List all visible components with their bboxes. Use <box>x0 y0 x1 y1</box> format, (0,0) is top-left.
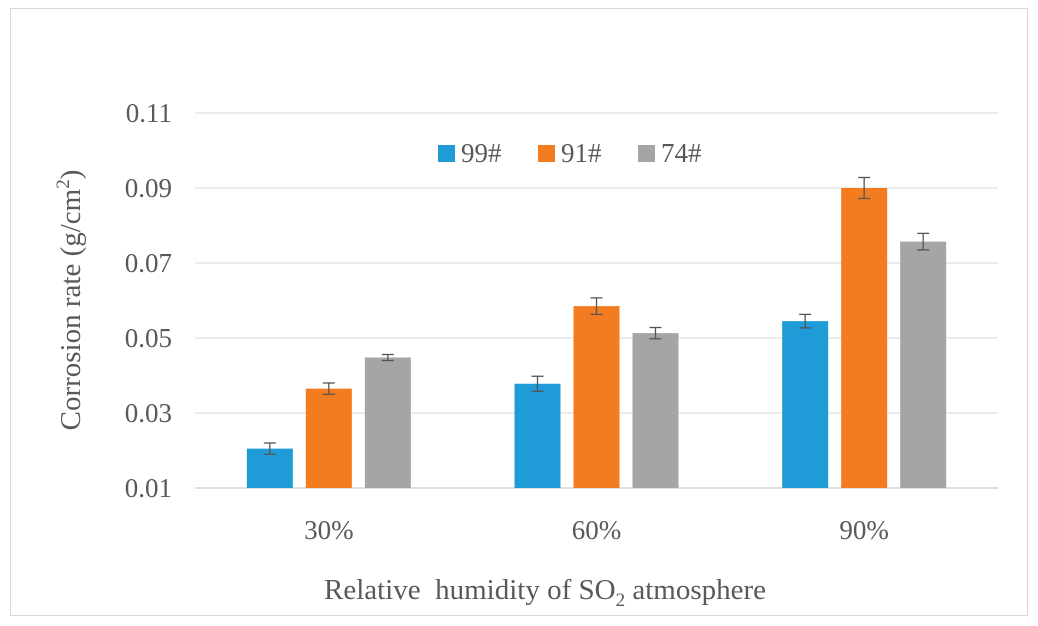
bar <box>514 383 561 488</box>
x-axis-title: Relative humidity of SO2 atmosphere <box>324 574 766 611</box>
y-tick-label: 0.03 <box>125 398 172 428</box>
legend: 99# 91# 74# <box>438 138 702 168</box>
y-axis-title-end: ) <box>55 170 87 180</box>
bar <box>573 306 620 488</box>
y-tick-labels: 0.01 0.03 0.05 0.07 0.09 0.11 <box>125 98 172 503</box>
x-axis-title-main: Relative humidity of SO <box>324 574 616 606</box>
y-tick-label: 0.09 <box>125 173 172 203</box>
bar <box>900 241 947 488</box>
x-axis-title-end: atmosphere <box>625 574 766 606</box>
legend-swatch <box>438 145 455 162</box>
y-tick-label: 0.01 <box>125 473 172 503</box>
legend-label: 91# <box>561 138 602 168</box>
x-tick-label: 30% <box>304 515 354 545</box>
bar <box>782 321 829 488</box>
legend-swatch <box>638 145 655 162</box>
x-tick-labels: 30% 60% 90% <box>304 515 889 545</box>
legend-label: 99# <box>461 138 502 168</box>
x-tick-label: 60% <box>572 515 622 545</box>
y-tick-label: 0.07 <box>125 248 172 278</box>
bars <box>246 176 947 488</box>
y-tick-label: 0.05 <box>125 323 172 353</box>
y-tick-label: 0.11 <box>126 98 172 128</box>
x-axis-title-sub: 2 <box>616 590 626 611</box>
bar <box>841 188 888 488</box>
y-axis-title-sup: 2 <box>53 179 74 189</box>
x-tick-label: 90% <box>839 515 889 545</box>
legend-label: 74# <box>661 138 702 168</box>
bar <box>246 448 293 488</box>
legend-swatch <box>538 145 555 162</box>
y-axis-title: Corrosion rate (g/cm2) <box>53 170 87 431</box>
bar <box>632 333 679 488</box>
bar <box>305 388 352 488</box>
bar <box>364 357 411 488</box>
y-axis-title-main: Corrosion rate (g/cm <box>55 188 87 430</box>
